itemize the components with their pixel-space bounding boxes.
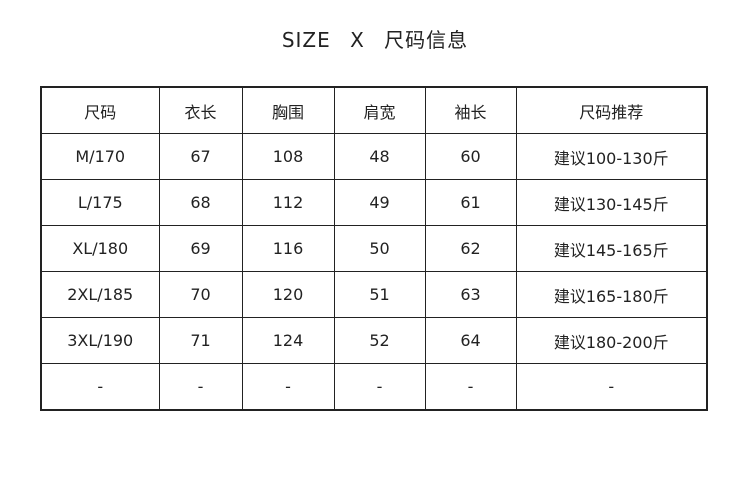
cell-length: - <box>158 363 243 411</box>
size-table: 尺码 衣长 胸围 肩宽 袖长 尺码推荐 M/170 67 108 48 60 建议100-130斤 L/… <box>40 86 708 411</box>
cell-shoulder: - <box>333 363 426 411</box>
header-recommendation: 尺码推荐 <box>515 86 708 134</box>
cell-recommendation: - <box>515 363 708 411</box>
table-row: XL/180 69 116 50 62 建议145-165斤 <box>40 225 708 272</box>
cell-sleeve: 62 <box>424 225 517 272</box>
cell-chest: 112 <box>241 179 335 226</box>
table-row: M/170 67 108 48 60 建议100-130斤 <box>40 133 708 180</box>
cell-shoulder: 48 <box>333 133 426 180</box>
header-length: 衣长 <box>158 86 243 134</box>
cell-size: L/175 <box>40 179 160 226</box>
page-title: SIZE X 尺码信息 <box>0 24 750 53</box>
cell-chest: 116 <box>241 225 335 272</box>
cell-shoulder: 50 <box>333 225 426 272</box>
cell-sleeve: 63 <box>424 271 517 318</box>
cell-shoulder: 52 <box>333 317 426 364</box>
cell-shoulder: 49 <box>333 179 426 226</box>
cell-shoulder: 51 <box>333 271 426 318</box>
cell-chest: 120 <box>241 271 335 318</box>
cell-size: - <box>40 363 160 411</box>
cell-length: 69 <box>158 225 243 272</box>
cell-recommendation: 建议165-180斤 <box>515 271 708 318</box>
table-row: ------ <box>40 363 708 411</box>
cell-chest: 108 <box>241 133 335 180</box>
title-separator: X <box>350 28 365 52</box>
cell-size: XL/180 <box>40 225 160 272</box>
table-row: 2XL/185 70 120 51 63 建议165-180斤 <box>40 271 708 318</box>
header-shoulder: 肩宽 <box>333 86 426 134</box>
cell-chest: - <box>241 363 335 411</box>
title-size-info: 尺码信息 <box>384 28 469 52</box>
cell-chest: 124 <box>241 317 335 364</box>
cell-sleeve: - <box>424 363 517 411</box>
header-size: 尺码 <box>40 86 160 134</box>
cell-length: 70 <box>158 271 243 318</box>
cell-size: 2XL/185 <box>40 271 160 318</box>
table-header-row: 尺码 衣长 胸围 肩宽 袖长 尺码推荐 <box>40 86 708 134</box>
title-size: SIZE <box>281 28 331 52</box>
cell-sleeve: 61 <box>424 179 517 226</box>
table-row: L/175 68 112 49 61 建议130-145斤 <box>40 179 708 226</box>
cell-recommendation: 建议100-130斤 <box>515 133 708 180</box>
cell-sleeve: 60 <box>424 133 517 180</box>
cell-length: 71 <box>158 317 243 364</box>
cell-length: 68 <box>158 179 243 226</box>
cell-sleeve: 64 <box>424 317 517 364</box>
cell-length: 67 <box>158 133 243 180</box>
header-chest: 胸围 <box>241 86 335 134</box>
cell-size: 3XL/190 <box>40 317 160 364</box>
cell-recommendation: 建议145-165斤 <box>515 225 708 272</box>
cell-recommendation: 建议180-200斤 <box>515 317 708 364</box>
header-sleeve: 袖长 <box>424 86 517 134</box>
cell-size: M/170 <box>40 133 160 180</box>
table-row: 3XL/190 71 124 52 64 建议180-200斤 <box>40 317 708 364</box>
cell-recommendation: 建议130-145斤 <box>515 179 708 226</box>
